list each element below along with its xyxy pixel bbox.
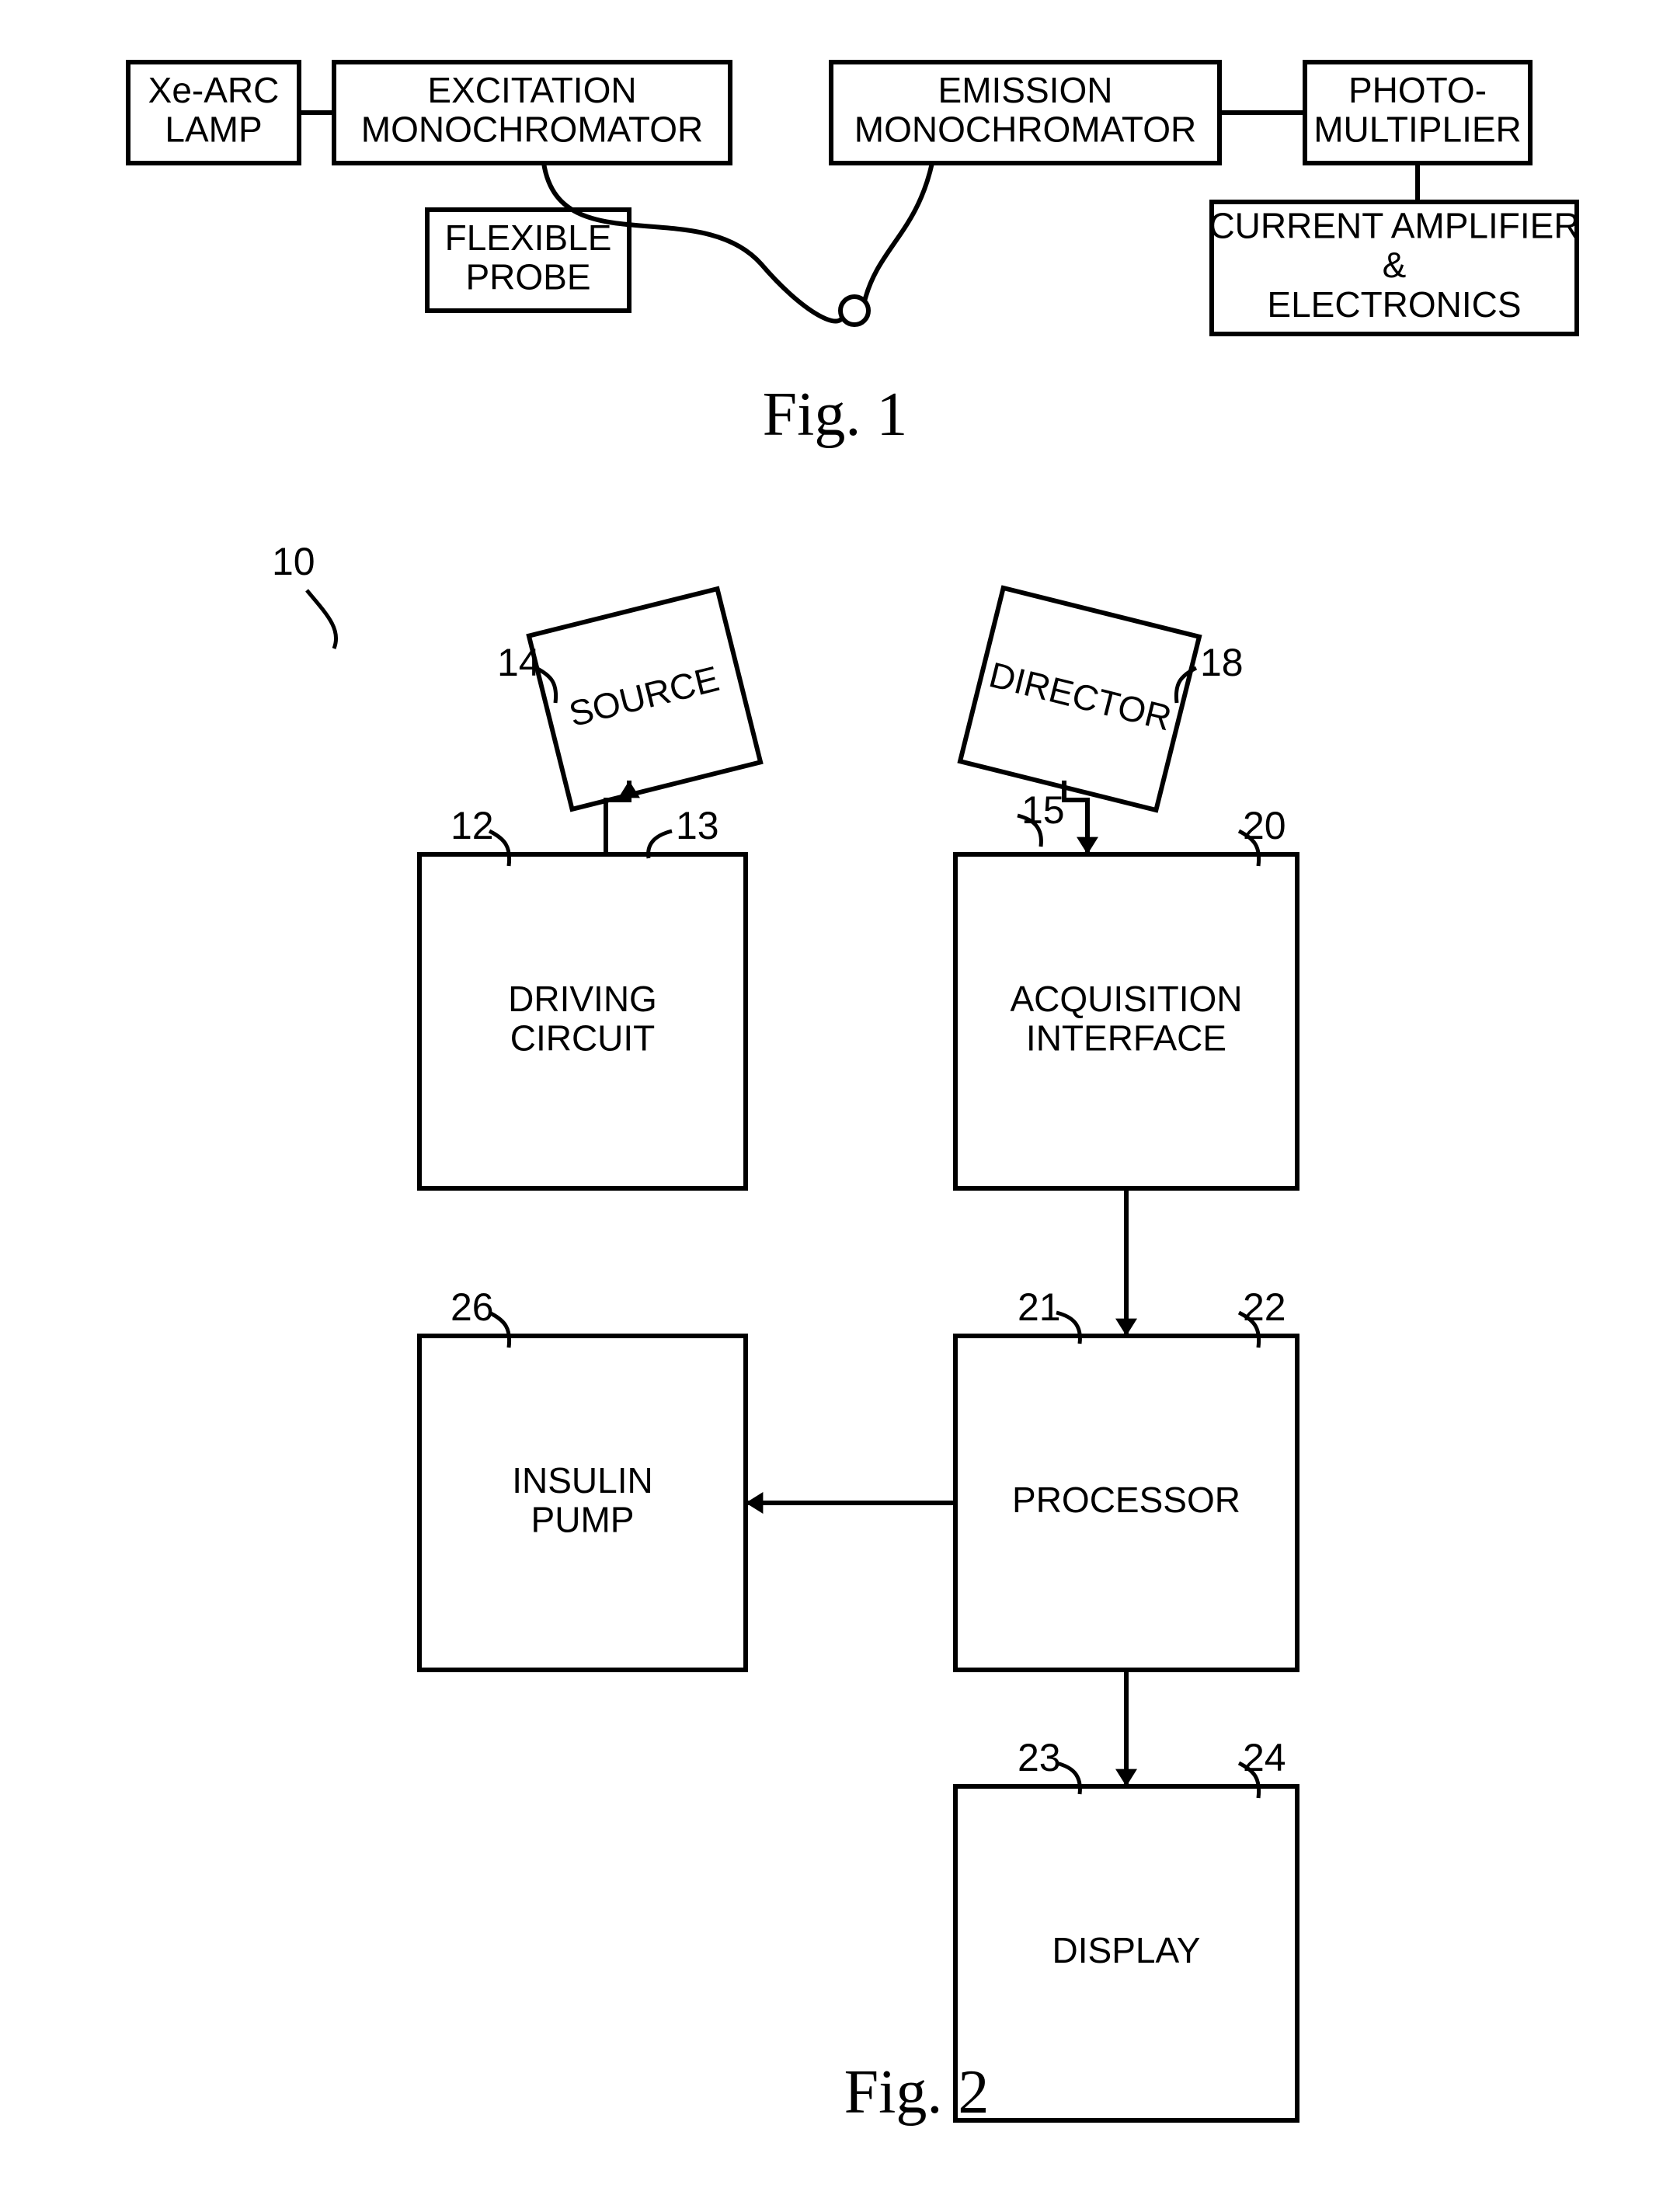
refnum-12: 12 [451,804,494,847]
svg-text:MONOCHROMATOR: MONOCHROMATOR [854,109,1196,149]
svg-text:&: & [1383,245,1407,285]
svg-text:FLEXIBLE: FLEXIBLE [445,217,612,258]
refnum-24: 24 [1243,1736,1286,1779]
refnum-22: 22 [1243,1285,1286,1329]
refnum-21: 21 [1018,1285,1061,1329]
svg-text:ELECTRONICS: ELECTRONICS [1267,284,1521,325]
director-block: DIRECTOR [960,588,1199,810]
svg-text:MULTIPLIER: MULTIPLIER [1313,109,1522,149]
svg-text:CIRCUIT: CIRCUIT [510,1017,656,1058]
svg-text:CURRENT AMPLIFIER: CURRENT AMPLIFIER [1209,206,1579,246]
svg-text:INSULIN: INSULIN [512,1460,652,1501]
svg-text:PHOTO-: PHOTO- [1348,70,1487,110]
svg-text:PROBE: PROBE [465,256,590,297]
refnum-15: 15 [1021,788,1065,832]
svg-text:EXCITATION: EXCITATION [427,70,636,110]
refnum-13: 13 [676,804,719,847]
fig2-caption: Fig. 2 [844,2058,990,2127]
svg-text:Xe-ARC: Xe-ARC [148,70,280,110]
refnum-20: 20 [1243,804,1286,847]
probe-tip [840,297,868,325]
svg-text:PROCESSOR: PROCESSOR [1012,1480,1240,1520]
svg-text:MONOCHROMATOR: MONOCHROMATOR [361,109,703,149]
refnum-14: 14 [497,641,541,684]
probe-fiber-emission [865,163,932,301]
svg-text:ACQUISITION: ACQUISITION [1010,979,1242,1019]
refnum-23: 23 [1018,1736,1061,1779]
refnum-10: 10 [272,540,315,583]
svg-text:DISPLAY: DISPLAY [1052,1930,1201,1970]
svg-text:LAMP: LAMP [165,109,262,149]
refnum-10-hook [307,590,336,649]
source-block: SOURCE [529,589,760,809]
svg-text:INTERFACE: INTERFACE [1026,1017,1226,1058]
refnum-26: 26 [451,1285,494,1329]
refnum-18: 18 [1200,641,1244,684]
svg-text:DRIVING: DRIVING [508,979,657,1019]
svg-text:PUMP: PUMP [531,1499,635,1539]
fig1-caption: Fig. 1 [763,381,908,449]
svg-text:EMISSION: EMISSION [938,70,1113,110]
